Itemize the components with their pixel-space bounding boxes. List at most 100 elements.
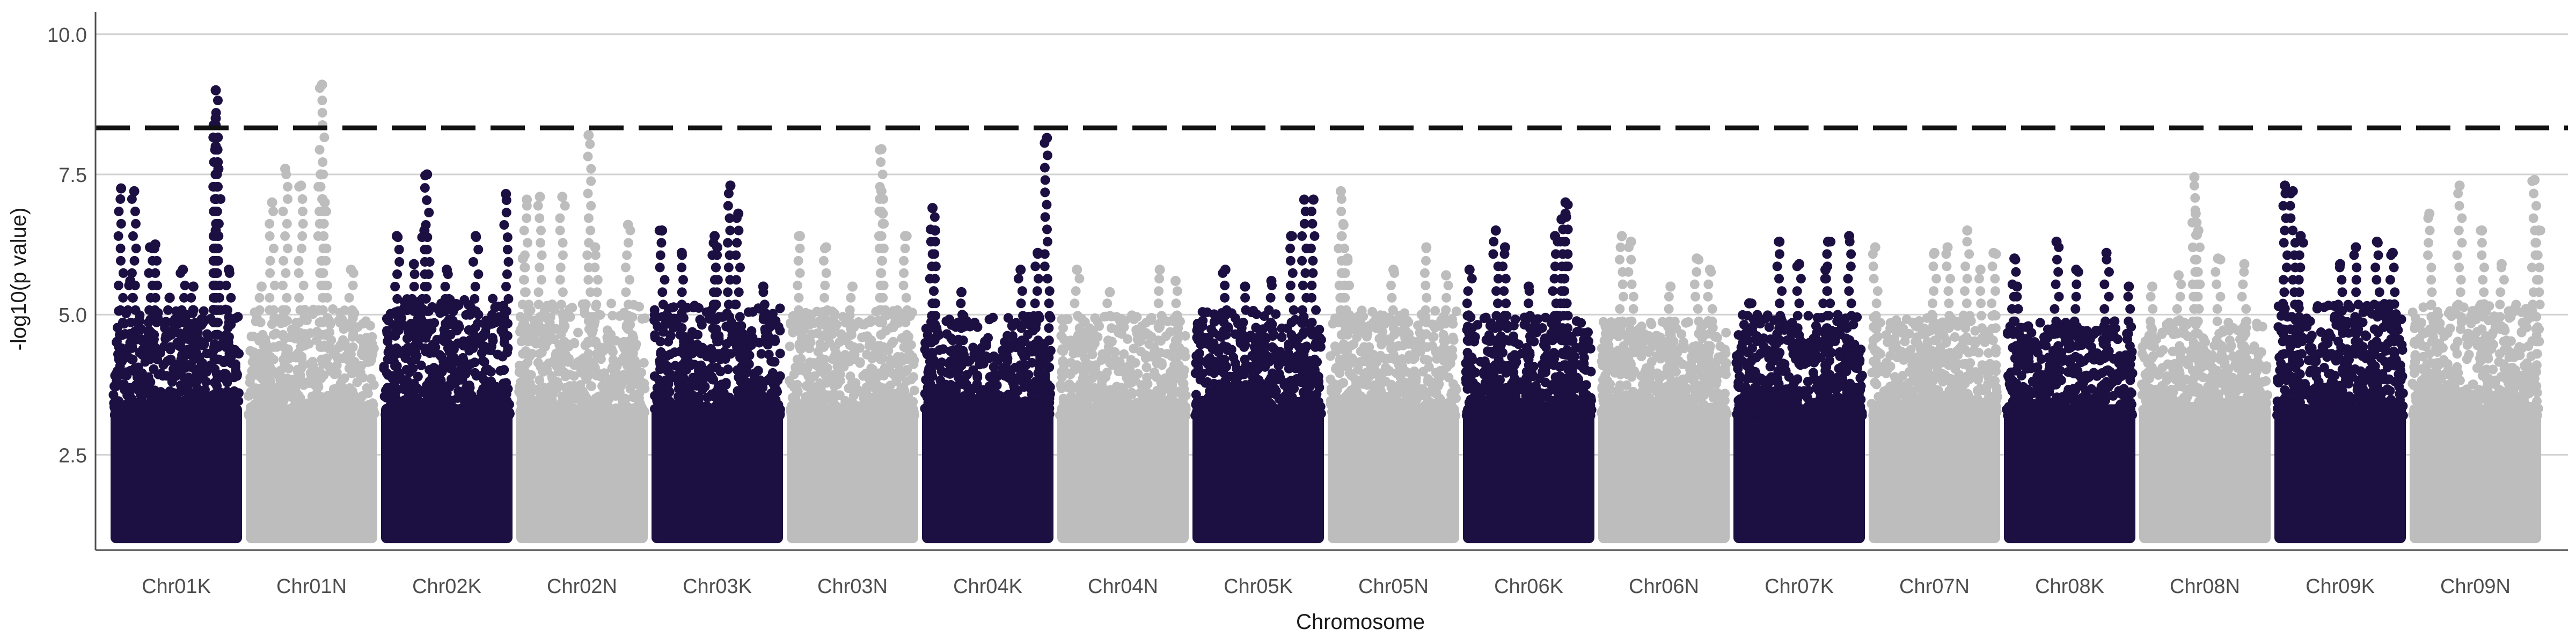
data-point <box>254 292 265 303</box>
data-point <box>113 231 123 241</box>
data-point <box>244 391 254 401</box>
data-point <box>268 317 279 327</box>
data-point <box>326 410 336 420</box>
data-point <box>259 342 269 352</box>
data-point <box>519 287 530 297</box>
data-point <box>599 368 610 378</box>
data-point <box>760 324 770 334</box>
data-point <box>1042 274 1052 284</box>
data-point <box>957 348 968 358</box>
data-point <box>110 411 120 421</box>
data-point <box>363 341 374 351</box>
chromosome-Chr02K <box>379 169 515 544</box>
data-point <box>281 305 291 315</box>
data-point <box>569 389 580 399</box>
data-point <box>693 361 704 371</box>
data-point <box>152 255 162 266</box>
data-point <box>346 317 356 327</box>
peak-point <box>522 194 532 205</box>
data-point <box>1077 385 1087 395</box>
data-point <box>775 303 785 313</box>
data-point <box>851 378 861 388</box>
data-point <box>523 238 533 248</box>
data-point <box>524 373 534 383</box>
data-point <box>440 294 450 304</box>
data-point <box>130 218 141 229</box>
data-point <box>793 255 803 266</box>
peak-point <box>725 180 736 191</box>
data-point <box>958 335 968 346</box>
data-point <box>546 324 557 334</box>
data-point <box>958 311 969 321</box>
data-point <box>558 287 568 297</box>
data-point <box>821 378 831 388</box>
data-point <box>732 238 742 248</box>
data-point <box>679 349 689 359</box>
data-point <box>1095 407 1106 417</box>
data-point <box>900 243 910 253</box>
data-point <box>390 281 400 291</box>
data-point <box>1153 335 1163 346</box>
data-point <box>877 342 887 352</box>
peak-point <box>1033 247 1043 258</box>
peak-point <box>758 281 769 292</box>
data-point <box>210 354 221 364</box>
data-point <box>1169 360 1180 370</box>
data-point <box>318 157 328 167</box>
data-point <box>282 292 292 303</box>
data-point <box>1035 360 1045 370</box>
data-point <box>279 354 289 364</box>
peak-point <box>188 281 199 292</box>
data-point <box>479 357 489 367</box>
data-point <box>930 237 940 247</box>
data-point <box>443 343 453 353</box>
data-point <box>533 299 544 310</box>
data-point <box>470 281 480 291</box>
data-point <box>311 393 321 403</box>
data-point <box>723 287 733 297</box>
data-point <box>151 317 162 327</box>
data-point <box>634 302 645 312</box>
peak-point <box>956 287 967 297</box>
data-point <box>401 364 412 375</box>
data-point <box>928 348 938 358</box>
data-point <box>152 354 163 364</box>
data-point <box>773 321 784 332</box>
data-point <box>1040 163 1050 173</box>
data-point <box>735 391 745 401</box>
data-point <box>985 372 995 382</box>
data-point <box>210 342 221 352</box>
data-point <box>1030 323 1041 333</box>
data-point <box>731 275 742 285</box>
data-point <box>468 343 478 353</box>
peak-point <box>535 192 545 202</box>
data-point <box>733 324 743 334</box>
data-point <box>876 157 886 167</box>
data-point <box>265 231 275 241</box>
data-point <box>746 340 756 350</box>
data-point <box>654 399 664 409</box>
data-point <box>1040 175 1050 185</box>
data-point <box>283 194 293 204</box>
data-point <box>1040 261 1050 272</box>
data-point <box>355 368 365 378</box>
data-point <box>302 398 312 408</box>
data-point <box>657 324 668 334</box>
data-point <box>1044 311 1055 321</box>
data-point <box>191 317 201 327</box>
data-point <box>297 194 308 204</box>
data-point <box>846 292 856 303</box>
data-point <box>924 411 934 421</box>
data-point <box>339 383 349 393</box>
dense-point-block <box>1192 404 1324 544</box>
data-point <box>711 324 721 334</box>
peak-point <box>213 164 224 174</box>
data-point <box>537 250 547 260</box>
data-point <box>283 181 293 192</box>
data-point <box>1123 334 1133 344</box>
data-point <box>265 292 275 303</box>
data-point <box>321 330 332 340</box>
data-point <box>473 269 484 279</box>
data-point <box>268 354 279 364</box>
data-point <box>822 305 832 315</box>
